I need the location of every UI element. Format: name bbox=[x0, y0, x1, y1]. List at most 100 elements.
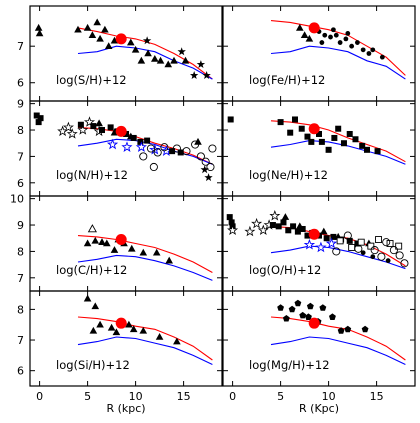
data-point bbox=[315, 241, 327, 253]
data-point bbox=[285, 227, 292, 234]
data-point bbox=[95, 119, 103, 127]
data-point bbox=[165, 256, 173, 264]
data-point bbox=[325, 237, 338, 249]
data-point bbox=[131, 45, 140, 53]
data-point bbox=[367, 242, 375, 250]
data-point bbox=[377, 252, 386, 261]
data-point bbox=[386, 240, 394, 247]
model-line-red bbox=[77, 27, 213, 80]
x-axis-label-left: R (kpc) bbox=[106, 402, 145, 415]
data-point bbox=[329, 313, 336, 320]
data-point bbox=[155, 332, 164, 340]
data-point bbox=[294, 299, 302, 307]
data-point bbox=[227, 116, 234, 123]
data-point bbox=[129, 325, 138, 333]
panel-2-label: log(Fe/H)+12 bbox=[249, 73, 325, 87]
sun-marker bbox=[308, 317, 320, 329]
data-point bbox=[83, 239, 92, 247]
data-point bbox=[226, 214, 233, 221]
data-point bbox=[389, 246, 398, 255]
data-point bbox=[395, 242, 403, 250]
y-tick-label: 9 bbox=[17, 219, 24, 232]
panel-6: log(O/H)+12 bbox=[222, 195, 416, 292]
data-point bbox=[298, 125, 305, 132]
data-point bbox=[345, 31, 351, 36]
data-point bbox=[352, 136, 359, 143]
data-point bbox=[139, 326, 148, 334]
data-point bbox=[146, 144, 156, 153]
data-point bbox=[62, 121, 74, 133]
data-point bbox=[83, 116, 96, 127]
data-point bbox=[121, 141, 133, 152]
sun-marker bbox=[115, 317, 127, 329]
data-point bbox=[89, 326, 98, 334]
data-point bbox=[290, 223, 297, 230]
panel-8-frame bbox=[222, 290, 416, 387]
data-point bbox=[93, 18, 101, 26]
data-point bbox=[77, 121, 84, 128]
panel-3-plot-area bbox=[33, 112, 217, 182]
data-point bbox=[269, 210, 281, 221]
data-point bbox=[374, 148, 381, 155]
y-tick-label: 7 bbox=[17, 272, 24, 285]
data-point bbox=[177, 149, 184, 156]
data-point bbox=[303, 238, 316, 250]
data-point bbox=[330, 233, 337, 240]
data-point bbox=[336, 237, 344, 245]
data-point bbox=[139, 248, 148, 256]
sun-marker bbox=[115, 33, 127, 45]
data-point bbox=[151, 54, 159, 62]
data-point bbox=[269, 222, 276, 229]
data-point bbox=[296, 222, 304, 230]
data-point bbox=[35, 119, 42, 126]
data-point bbox=[382, 238, 391, 247]
panel-8-label: log(Mg/H)+12 bbox=[249, 358, 330, 372]
x-tick-label: 15 bbox=[370, 390, 384, 403]
data-point bbox=[37, 115, 44, 122]
data-point bbox=[91, 302, 100, 310]
data-point bbox=[280, 219, 287, 226]
data-point bbox=[333, 32, 339, 38]
model-line-red bbox=[270, 120, 406, 163]
data-point bbox=[305, 34, 314, 42]
data-point bbox=[304, 232, 311, 239]
data-point bbox=[144, 49, 152, 57]
model-line-blue bbox=[77, 336, 213, 365]
data-point bbox=[83, 294, 92, 302]
data-point bbox=[331, 134, 338, 141]
data-point bbox=[355, 40, 360, 45]
panel-7: 6 7 8 0 5 10 15 log(Si/H)+12 bbox=[17, 290, 223, 403]
data-point bbox=[348, 244, 356, 251]
data-point bbox=[275, 223, 282, 230]
data-point bbox=[364, 146, 370, 153]
data-point bbox=[110, 246, 119, 253]
panel-5: 7 8 9 10 log(C/H)+12 bbox=[10, 193, 223, 292]
data-point bbox=[110, 36, 119, 44]
panel-4-plot-area bbox=[227, 116, 406, 165]
x-tick-label: 10 bbox=[322, 390, 336, 403]
data-point bbox=[343, 231, 352, 240]
data-point bbox=[257, 224, 269, 235]
data-point bbox=[173, 337, 181, 345]
data-point bbox=[357, 238, 365, 246]
panel-1: 6 7 log(S/H)+12 bbox=[17, 5, 223, 102]
panel-7-plot-area bbox=[77, 294, 213, 365]
y-tick-label: 7 bbox=[17, 150, 24, 163]
data-point bbox=[196, 60, 206, 68]
data-point bbox=[127, 38, 135, 46]
data-point bbox=[200, 165, 209, 174]
data-point bbox=[337, 40, 343, 45]
data-point bbox=[325, 146, 332, 153]
data-point bbox=[107, 124, 114, 131]
data-point bbox=[139, 152, 148, 161]
data-point bbox=[149, 162, 158, 172]
x-tick-label: 5 bbox=[277, 390, 284, 403]
data-point bbox=[152, 248, 161, 256]
panel-8: 0 5 10 15 log(Mg/H)+12 bbox=[222, 290, 416, 403]
data-point bbox=[375, 236, 382, 243]
data-point bbox=[164, 60, 173, 68]
data-point bbox=[361, 325, 369, 333]
data-point bbox=[385, 258, 391, 264]
data-point bbox=[156, 56, 165, 64]
